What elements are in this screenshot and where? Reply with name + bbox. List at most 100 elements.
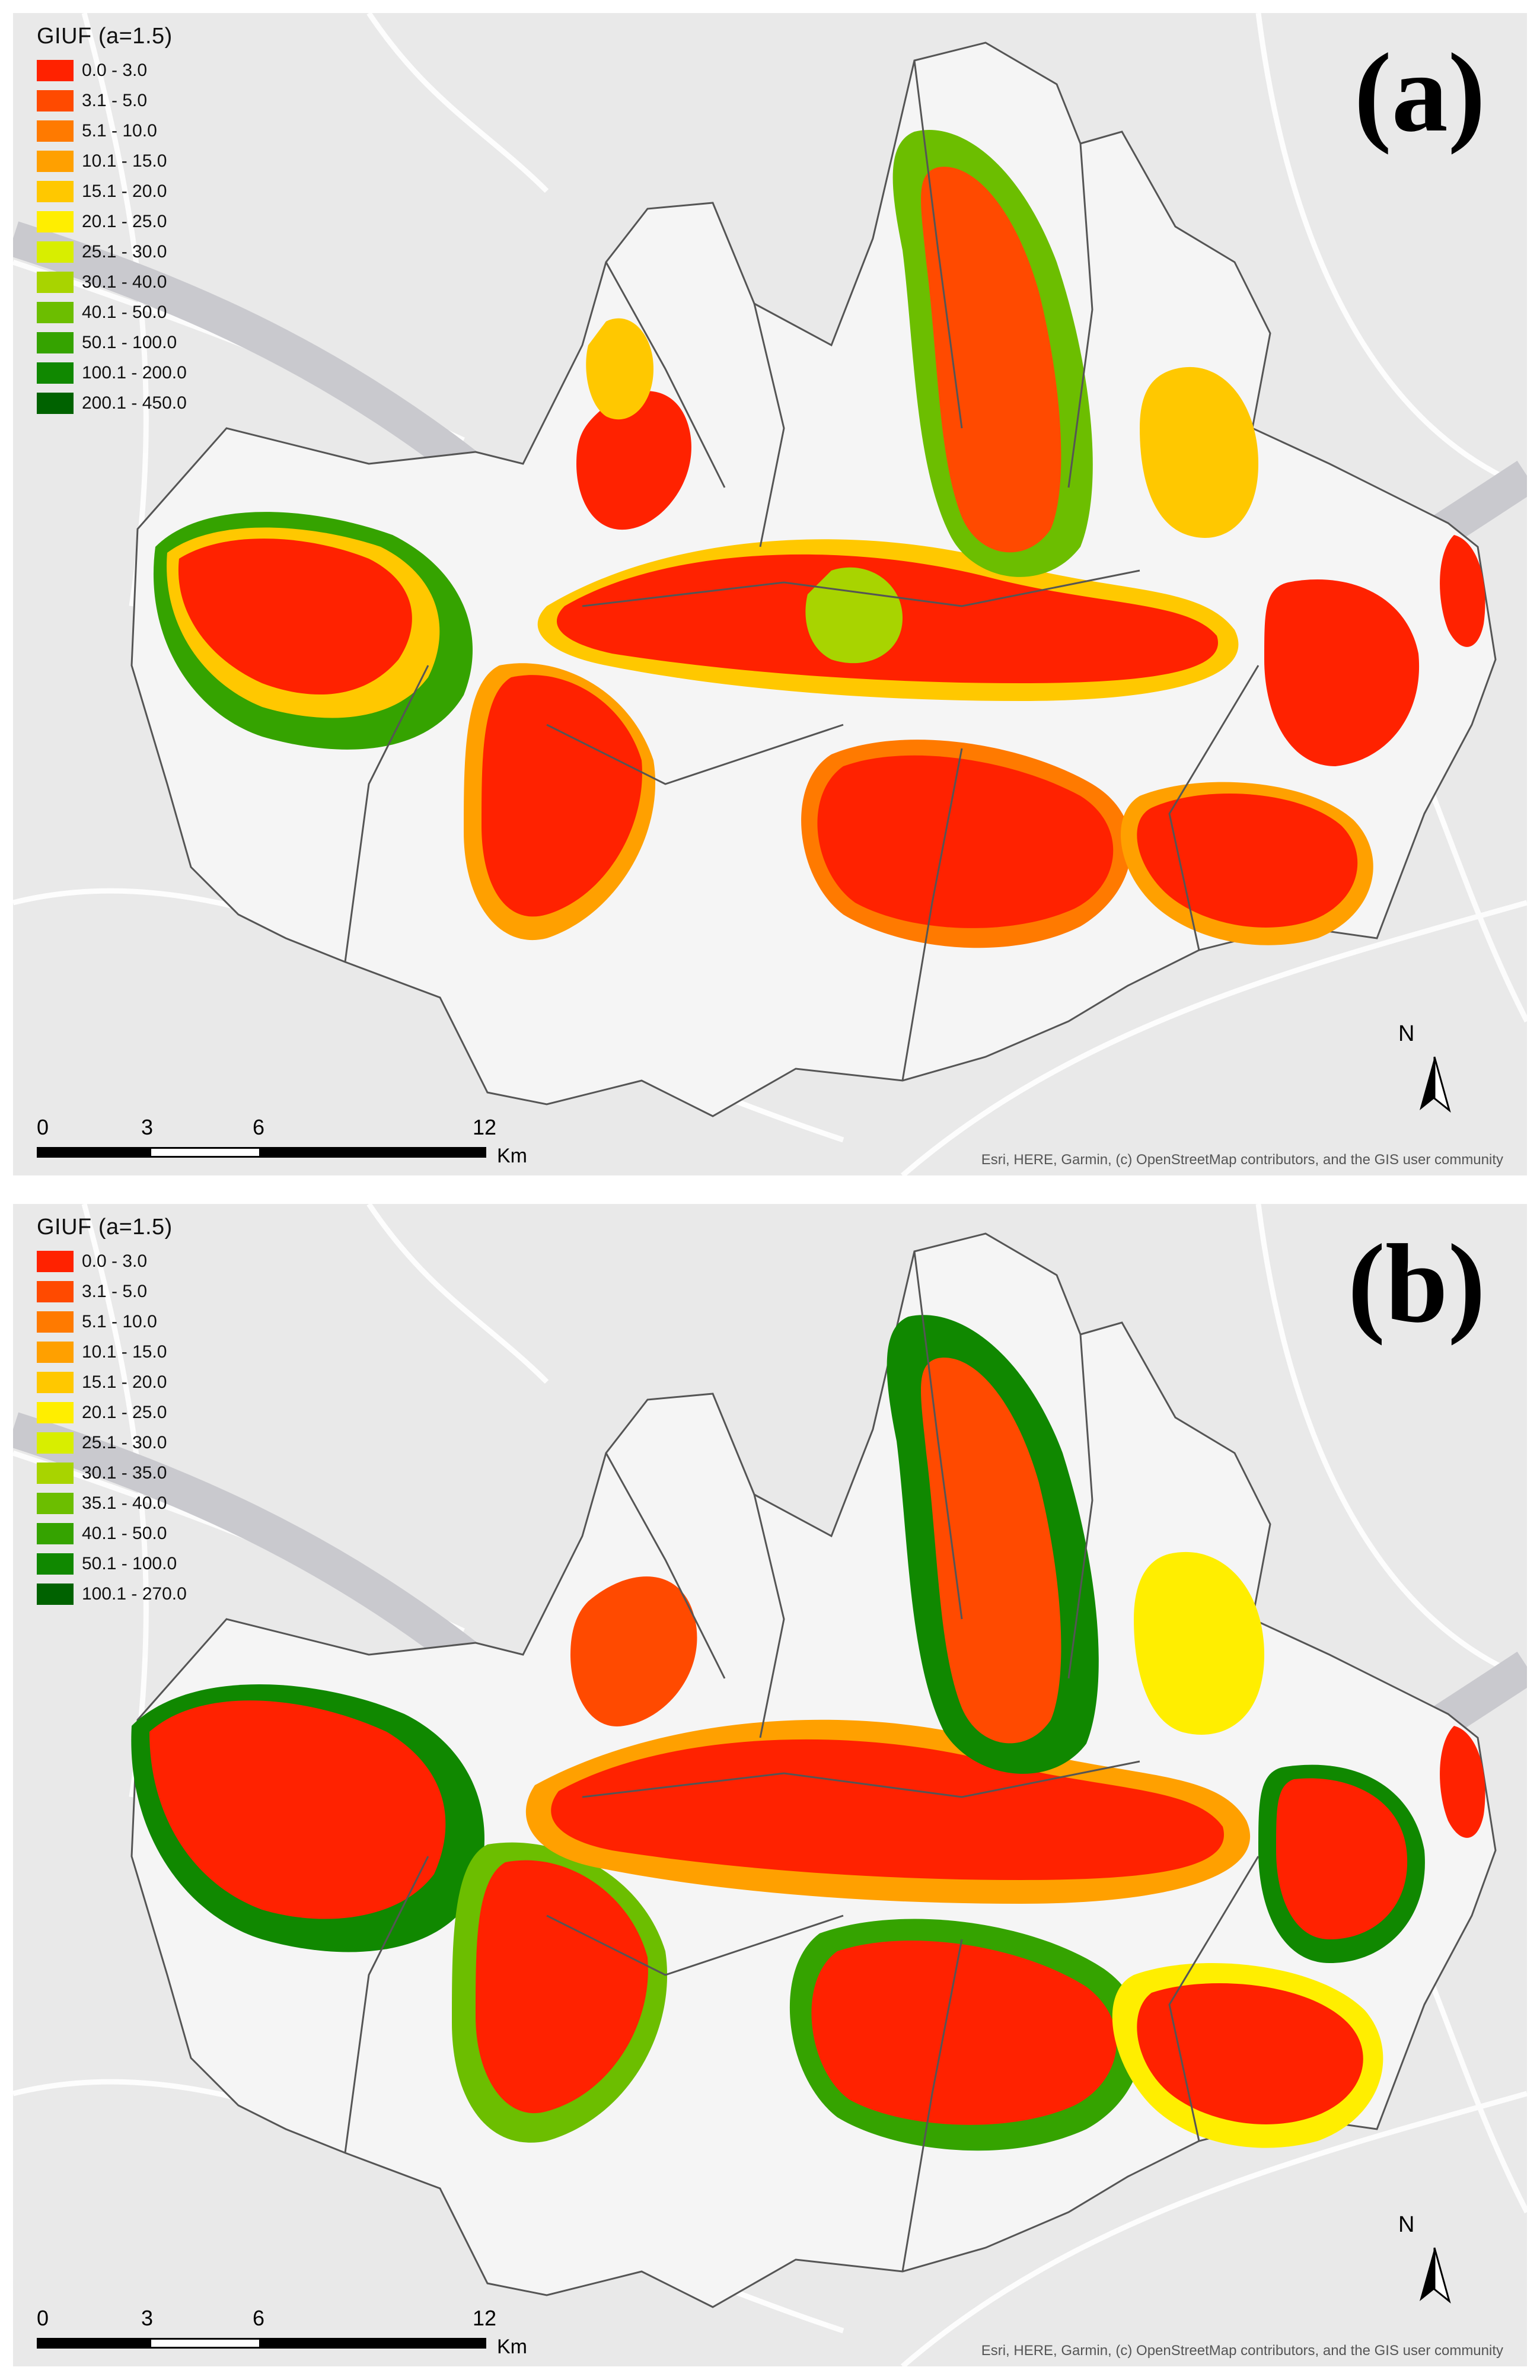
- legend-swatch: [37, 1250, 74, 1272]
- north-arrow: N: [1379, 1021, 1438, 1134]
- legend-swatch: [37, 1432, 74, 1454]
- legend-item: 15.1 - 20.0: [37, 176, 187, 206]
- legend-label: 20.1 - 25.0: [82, 211, 167, 231]
- legend-item: 40.1 - 50.0: [37, 297, 187, 327]
- legend-item: 30.1 - 40.0: [37, 267, 187, 297]
- scale-tick-6: 6: [253, 2306, 265, 2330]
- legend-swatch: [37, 392, 74, 414]
- legend-label: 20.1 - 25.0: [82, 1402, 167, 1422]
- north-arrow-shape: [1420, 2247, 1451, 2304]
- legend-item: 50.1 - 100.0: [37, 1549, 187, 1579]
- legend-swatch: [37, 1280, 74, 1302]
- legend-label: 40.1 - 50.0: [82, 302, 167, 322]
- district-boundaries: [344, 1251, 1260, 2272]
- legend-item: 35.1 - 40.0: [37, 1488, 187, 1518]
- legend-label: 5.1 - 10.0: [82, 120, 157, 141]
- map-panel-b: GIUF (a=1.5) 0.0 - 3.0 3.1 - 5.0 5.1 - 10.…: [13, 1204, 1527, 2366]
- legend-swatch: [37, 180, 74, 202]
- scale-unit: Km: [497, 1145, 527, 1167]
- giuf-surface: [131, 1315, 1485, 2151]
- legend-swatch: [37, 1371, 74, 1393]
- legend-label: 50.1 - 100.0: [82, 332, 177, 352]
- panel-label: (a): [1354, 31, 1485, 155]
- scale-segment-2: [149, 1147, 261, 1158]
- legend-item: 5.1 - 10.0: [37, 1307, 187, 1337]
- legend-items: 0.0 - 3.0 3.1 - 5.0 5.1 - 10.0 10.1 - 15.0 1…: [37, 1246, 187, 1609]
- legend-item: 25.1 - 30.0: [37, 237, 187, 267]
- legend-label: 5.1 - 10.0: [82, 1311, 157, 1331]
- scale-tick-12: 12: [473, 2306, 497, 2330]
- legend-label: 40.1 - 50.0: [82, 1523, 167, 1543]
- scale-segment-3: [261, 2338, 486, 2349]
- legend-title: GIUF (a=1.5): [37, 1215, 173, 1240]
- north-label: N: [1398, 2212, 1415, 2237]
- legend-swatch: [37, 1583, 74, 1605]
- legend: GIUF (a=1.5) 0.0 - 3.0 3.1 - 5.0 5.1 - 10.…: [37, 24, 187, 418]
- scale-segment-1: [37, 2338, 149, 2349]
- legend: GIUF (a=1.5) 0.0 - 3.0 3.1 - 5.0 5.1 - 10.…: [37, 1215, 187, 1609]
- legend-label: 15.1 - 20.0: [82, 181, 167, 201]
- legend-label: 0.0 - 3.0: [82, 60, 148, 80]
- basemap-a: [13, 13, 1527, 1175]
- legend-swatch: [37, 1522, 74, 1544]
- legend-item: 20.1 - 25.0: [37, 1397, 187, 1428]
- district-boundaries: [344, 60, 1260, 1081]
- attribution: Esri, HERE, Garmin, (c) OpenStreetMap co…: [981, 2343, 1503, 2359]
- legend-swatch: [37, 301, 74, 323]
- scale-segment-3: [261, 1147, 486, 1158]
- legend-swatch: [37, 59, 74, 81]
- legend-label: 30.1 - 35.0: [82, 1463, 167, 1483]
- map-panel-a: GIUF (a=1.5) 0.0 - 3.0 3.1 - 5.0 5.1 - 10.…: [13, 13, 1527, 1175]
- giuf-surface: [153, 129, 1485, 948]
- scale-tick-12: 12: [473, 1115, 497, 1139]
- legend-title: GIUF (a=1.5): [37, 24, 173, 49]
- legend-items: 0.0 - 3.0 3.1 - 5.0 5.1 - 10.0 10.1 - 15.0 1…: [37, 55, 187, 418]
- legend-item: 200.1 - 450.0: [37, 388, 187, 418]
- legend-label: 25.1 - 30.0: [82, 1432, 167, 1452]
- legend-item: 50.1 - 100.0: [37, 327, 187, 358]
- attribution: Esri, HERE, Garmin, (c) OpenStreetMap co…: [981, 1152, 1503, 1168]
- legend-item: 10.1 - 15.0: [37, 146, 187, 176]
- legend-swatch: [37, 332, 74, 353]
- basemap-b: [13, 1204, 1527, 2366]
- legend-item: 100.1 - 270.0: [37, 1579, 187, 1609]
- scale-segment-1: [37, 1147, 149, 1158]
- legend-item: 20.1 - 25.0: [37, 206, 187, 237]
- legend-swatch: [37, 1311, 74, 1333]
- legend-label: 3.1 - 5.0: [82, 90, 148, 110]
- legend-swatch: [37, 1492, 74, 1514]
- legend-swatch: [37, 1462, 74, 1484]
- legend-label: 100.1 - 270.0: [82, 1584, 187, 1604]
- legend-item: 10.1 - 15.0: [37, 1337, 187, 1367]
- scale-bar: 0 3 6 12 Km: [37, 1115, 527, 1168]
- legend-item: 0.0 - 3.0: [37, 55, 187, 85]
- legend-label: 35.1 - 40.0: [82, 1493, 167, 1513]
- panel-label: (b): [1347, 1222, 1485, 1346]
- scale-unit: Km: [497, 2336, 527, 2358]
- scale-tick-6: 6: [253, 1115, 265, 1139]
- legend-item: 3.1 - 5.0: [37, 85, 187, 116]
- legend-label: 10.1 - 15.0: [82, 1342, 167, 1362]
- scale-tick-3: 3: [141, 1115, 154, 1139]
- scale-tick-0: 0: [37, 2306, 49, 2330]
- legend-item: 40.1 - 50.0: [37, 1518, 187, 1549]
- scale-tick-3: 3: [141, 2306, 154, 2330]
- scale-bar: 0 3 6 12 Km: [37, 2306, 527, 2359]
- legend-item: 5.1 - 10.0: [37, 116, 187, 146]
- legend-swatch: [37, 211, 74, 232]
- legend-item: 0.0 - 3.0: [37, 1246, 187, 1276]
- legend-label: 50.1 - 100.0: [82, 1553, 177, 1573]
- legend-swatch: [37, 120, 74, 142]
- legend-label: 10.1 - 15.0: [82, 151, 167, 171]
- legend-label: 3.1 - 5.0: [82, 1281, 148, 1301]
- legend-label: 200.1 - 450.0: [82, 393, 187, 413]
- legend-item: 3.1 - 5.0: [37, 1276, 187, 1307]
- legend-item: 100.1 - 200.0: [37, 358, 187, 388]
- legend-item: 15.1 - 20.0: [37, 1367, 187, 1397]
- legend-label: 100.1 - 200.0: [82, 362, 187, 383]
- legend-swatch: [37, 241, 74, 263]
- legend-label: 0.0 - 3.0: [82, 1251, 148, 1271]
- north-arrow-shape: [1420, 1056, 1451, 1113]
- scale-tick-0: 0: [37, 1115, 49, 1139]
- legend-label: 30.1 - 40.0: [82, 272, 167, 292]
